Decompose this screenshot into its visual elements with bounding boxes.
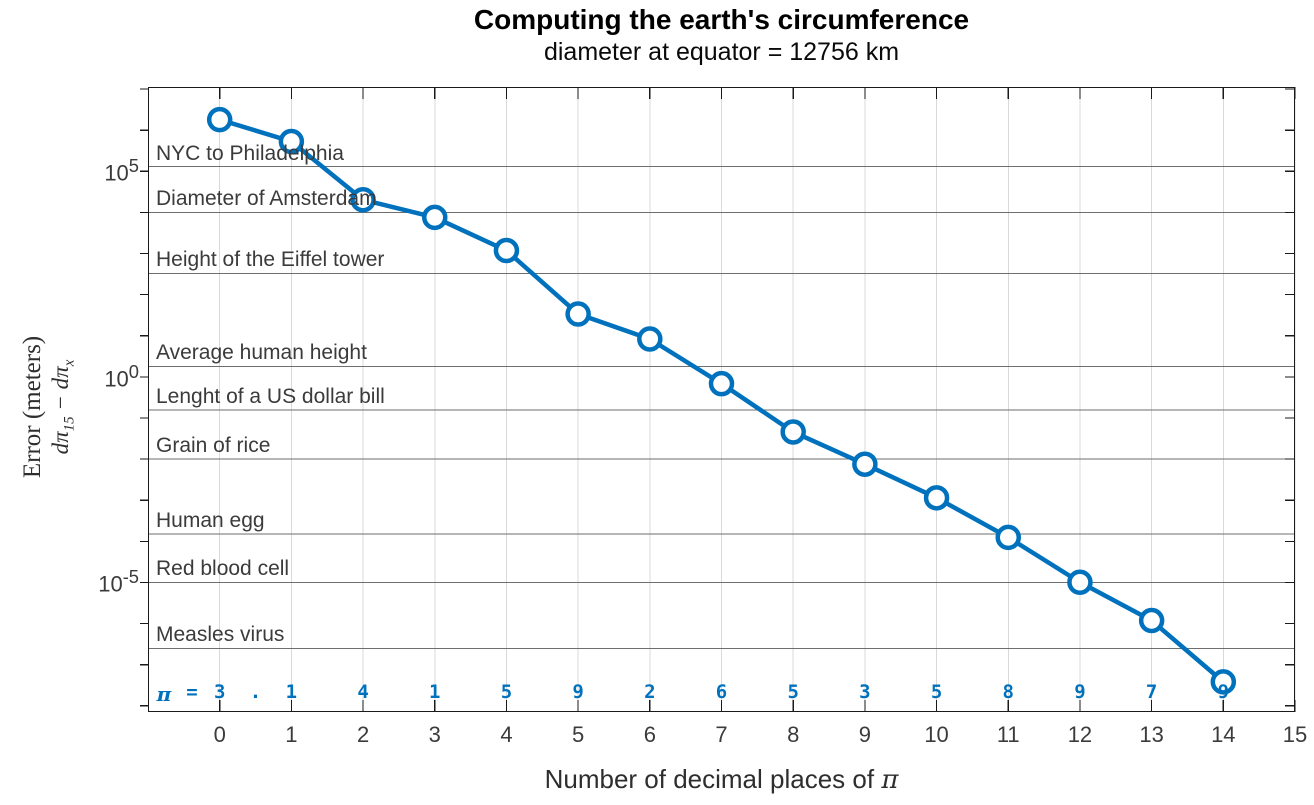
data-point-marker-14 — [1210, 669, 1237, 695]
data-point-marker-9 — [852, 451, 878, 477]
x-tick-label-9: 9 — [858, 722, 871, 747]
plot-frame — [147, 86, 1296, 713]
x-tick-label-14: 14 — [1211, 722, 1236, 747]
x-tick-label-3: 3 — [428, 722, 441, 747]
x-tick-label-2: 2 — [356, 722, 370, 747]
data-point-marker-6 — [637, 326, 663, 352]
y-tick-label-1e5: 105 — [104, 155, 139, 186]
data-point-marker-7 — [708, 370, 735, 397]
y-tick-label-1e-5: 10-5 — [98, 566, 139, 597]
x-axis-label-text: Number of decimal places of — [544, 764, 882, 794]
x-tick-label-12: 12 — [1067, 722, 1093, 747]
x-tick-label-10: 10 — [924, 722, 949, 747]
x-tick-label-15: 15 — [1282, 722, 1308, 747]
data-point-marker-10 — [923, 485, 950, 511]
data-point-marker-2 — [350, 187, 376, 213]
chart-subtitle: diameter at equator = 12756 km — [543, 38, 900, 66]
x-tick-label-7: 7 — [715, 722, 728, 747]
y-axis-label-formula: dπ15 − dπx — [48, 359, 78, 455]
x-tick-label-0: 0 — [213, 722, 226, 747]
x-axis-label: Number of decimal places of π — [148, 764, 1295, 795]
chart-title: Computing the earth's circumference — [473, 4, 970, 35]
x-tick-label-11: 11 — [996, 722, 1020, 747]
data-point-marker-0 — [206, 106, 233, 133]
y-axis-label-line1: Error (meters) — [19, 335, 46, 479]
data-point-marker-3 — [422, 204, 448, 231]
x-tick-label-13: 13 — [1139, 722, 1164, 747]
data-point-marker-1 — [278, 128, 305, 155]
pi-symbol: π — [881, 765, 899, 795]
data-point-marker-12 — [1067, 569, 1093, 596]
x-tick-label-1: 1 — [285, 722, 298, 747]
data-point-marker-4 — [493, 237, 520, 264]
data-point-marker-8 — [780, 419, 806, 445]
data-point-marker-13 — [1138, 607, 1165, 634]
y-tick-label-1e0: 100 — [104, 360, 139, 392]
x-tick-label-6: 6 — [643, 722, 656, 747]
data-point-marker-5 — [565, 301, 591, 327]
x-tick-label-4: 4 — [500, 722, 513, 747]
x-tick-label-8: 8 — [787, 722, 800, 747]
plot-area — [140, 86, 1296, 713]
x-tick-label-5: 5 — [572, 722, 585, 747]
data-point-marker-11 — [995, 524, 1021, 551]
